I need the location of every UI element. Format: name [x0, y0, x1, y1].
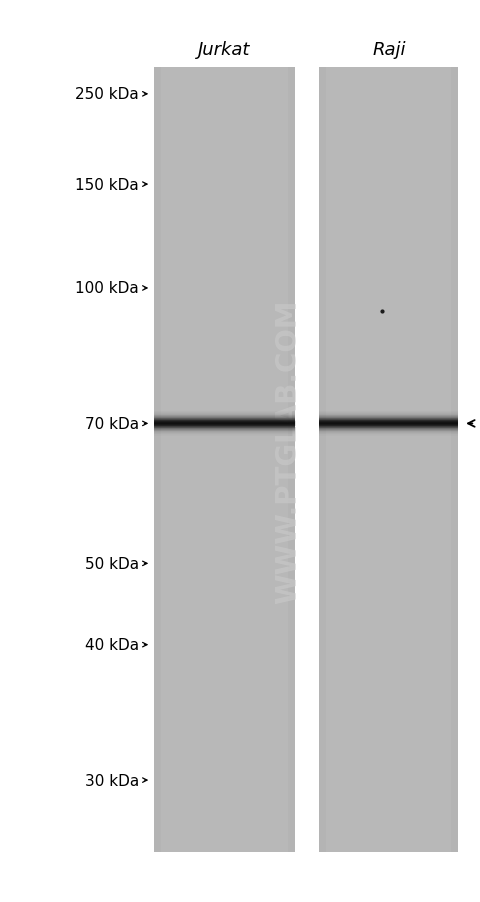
Text: Jurkat: Jurkat — [198, 41, 251, 59]
Text: Raji: Raji — [372, 41, 406, 59]
Text: 70 kDa: 70 kDa — [85, 417, 139, 431]
Text: 40 kDa: 40 kDa — [85, 638, 139, 652]
Text: 30 kDa: 30 kDa — [85, 773, 139, 787]
Bar — [319, 68, 458, 852]
Text: 150 kDa: 150 kDa — [75, 178, 139, 192]
Bar — [161, 68, 288, 852]
Text: 250 kDa: 250 kDa — [75, 87, 139, 102]
Text: 100 kDa: 100 kDa — [75, 281, 139, 296]
Text: 50 kDa: 50 kDa — [85, 557, 139, 571]
Bar — [326, 68, 451, 852]
Bar — [154, 68, 295, 852]
Text: WWW.PTGLAB.COM: WWW.PTGLAB.COM — [274, 299, 302, 603]
